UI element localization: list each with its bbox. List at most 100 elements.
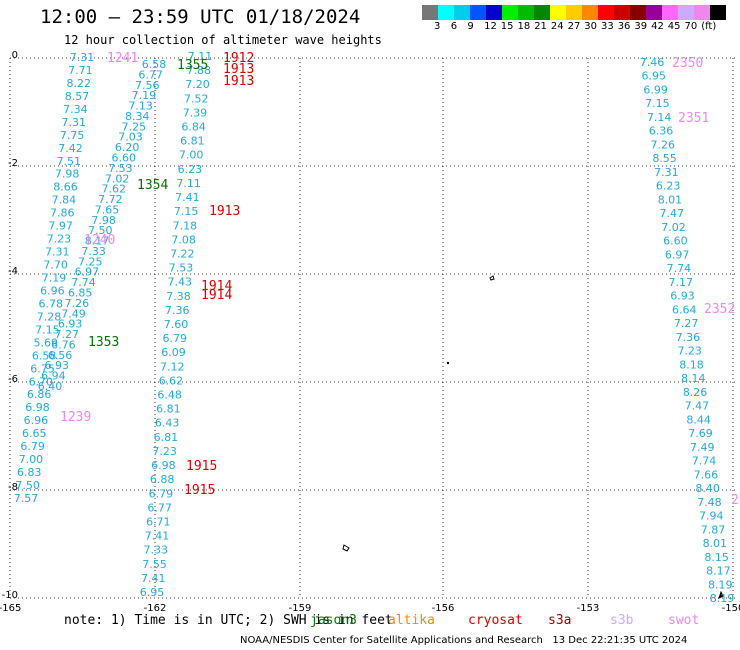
color-swatch: [630, 5, 646, 20]
wave-height-value: 6.60: [663, 235, 688, 248]
y-tick-label: -10: [2, 590, 18, 601]
wave-height-value: 6.93: [44, 359, 69, 372]
color-scale-label: 9: [467, 21, 474, 32]
legend-item-s3a: s3a: [548, 613, 572, 628]
pass-time-label: 1913: [223, 62, 254, 77]
wave-height-value: 7.25: [78, 255, 103, 268]
wave-height-value: 6.96: [24, 414, 49, 427]
wave-height-value: 7.53: [169, 262, 194, 275]
legend-item-cryosat: cryosat: [468, 613, 523, 628]
color-scale-bar: [422, 5, 726, 20]
island-outline: [718, 590, 724, 599]
wave-height-value: 6.79: [162, 332, 187, 345]
wave-height-value: 7.50: [88, 224, 113, 237]
wave-height-value: 6.94: [41, 370, 66, 383]
color-scale-label: 39: [634, 21, 648, 32]
wave-height-value: 7.36: [165, 304, 190, 317]
color-scale-label: 21: [534, 21, 547, 32]
wave-height-value: 7.41: [175, 191, 200, 204]
wave-height-value: 7.19: [42, 272, 67, 285]
wave-height-value: 6.23: [656, 180, 681, 193]
x-tick-label: -165: [0, 603, 21, 614]
color-scale-label: (ft): [701, 21, 717, 32]
island-outlines: [342, 275, 724, 599]
page-subtitle: 12 hour collection of altimeter wave hei…: [64, 33, 382, 47]
wave-height-value: 7.75: [60, 129, 85, 142]
wave-height-value: 6.85: [68, 287, 93, 300]
color-scale-label: 36: [617, 21, 631, 32]
legend-item-altika: altika: [388, 613, 435, 628]
wave-height-value: 7.98: [55, 168, 80, 181]
color-swatch: [694, 5, 710, 20]
wave-height-value: 6.56: [48, 349, 73, 362]
island-outline: [446, 361, 450, 365]
wave-height-value: 7.50: [15, 479, 40, 492]
wave-height-value: 6.81: [154, 431, 179, 444]
color-swatch: [614, 5, 630, 20]
wave-height-value: 7.18: [173, 219, 198, 232]
wave-height-value: 7.47: [659, 207, 684, 220]
color-swatch: [550, 5, 566, 20]
wave-height-value: 6.99: [643, 83, 668, 96]
wave-height-value: 7.27: [674, 317, 699, 330]
credit-footer: NOAA/NESDIS Center for Satellite Applica…: [240, 635, 688, 646]
wave-height-value: 6.20: [115, 141, 140, 154]
wave-height-value: 6.97: [665, 248, 690, 261]
wave-height-value: 8.01: [703, 537, 728, 550]
pass-time-label: 1915: [184, 483, 215, 498]
wave-height-value: 7.43: [168, 276, 193, 289]
wave-height-value: 6.96: [40, 284, 65, 297]
wave-height-value: 6.77: [138, 68, 163, 81]
pass-time-label: 1913: [223, 74, 254, 89]
color-scale-label: 45: [667, 21, 681, 32]
color-swatch: [470, 5, 486, 20]
wave-height-value: 6.65: [22, 427, 47, 440]
y-tick-label: 0: [12, 50, 18, 61]
wave-height-value: 6.93: [58, 318, 83, 331]
axis-ticks: -165 -162 -159 -156 -153 -150 0 -2 -4 -6 -8 -10: [0, 50, 740, 614]
wave-height-value: 7.02: [105, 172, 130, 185]
color-scale-label: 30: [584, 21, 598, 32]
wave-height-value: 7.19: [132, 89, 157, 102]
wave-height-value: 8.14: [681, 372, 706, 385]
color-scale-label: 15: [500, 21, 514, 32]
color-scale-label: 18: [517, 21, 531, 32]
x-tick-label: -150: [722, 603, 740, 614]
color-swatch: [566, 5, 582, 20]
y-tick-label: -2: [8, 158, 18, 169]
x-tick-label: -159: [289, 603, 312, 614]
color-scale-label: 27: [567, 21, 581, 32]
wave-height-value: 6.60: [112, 151, 137, 164]
wave-height-value: 8.40: [695, 482, 720, 495]
color-scale-label: 3: [434, 21, 441, 32]
color-scale-label: 70: [684, 21, 698, 32]
wave-height-value: 6.76: [51, 338, 76, 351]
wave-height-value: 7.00: [179, 149, 204, 162]
pass-time-label: 1914: [201, 288, 232, 303]
wave-height-value: 7.31: [654, 166, 679, 179]
island-outline: [489, 275, 495, 281]
legend-item-swot: swot: [668, 613, 700, 628]
x-tick-label: -153: [577, 603, 600, 614]
wave-height-value: 7.23: [677, 345, 702, 358]
wave-height-value: 8.66: [53, 181, 78, 194]
wave-height-value: 6.79: [149, 487, 174, 500]
wave-height-value: 7.98: [91, 214, 116, 227]
color-swatch: [678, 5, 694, 20]
pass-time-label: 2350: [672, 56, 703, 71]
wave-height-value: 7.84: [52, 194, 77, 207]
wave-height-value: 7.72: [98, 193, 123, 206]
color-swatch: [502, 5, 518, 20]
wave-height-value: 7.49: [61, 307, 86, 320]
wave-height-value: 8.17: [706, 565, 731, 578]
color-swatch: [454, 5, 470, 20]
island-outline: [342, 544, 350, 552]
wave-height-value: 8.19: [708, 578, 733, 591]
wave-height-value: 7.20: [185, 78, 210, 91]
wave-height-value: 7.86: [50, 207, 75, 220]
color-scale-label: 6: [450, 21, 458, 32]
wave-height-value: 8.22: [66, 77, 91, 90]
pass-time-label: 2352: [704, 302, 735, 317]
wave-height-value: 7.88: [186, 64, 211, 77]
wave-height-value: 7.02: [661, 221, 686, 234]
